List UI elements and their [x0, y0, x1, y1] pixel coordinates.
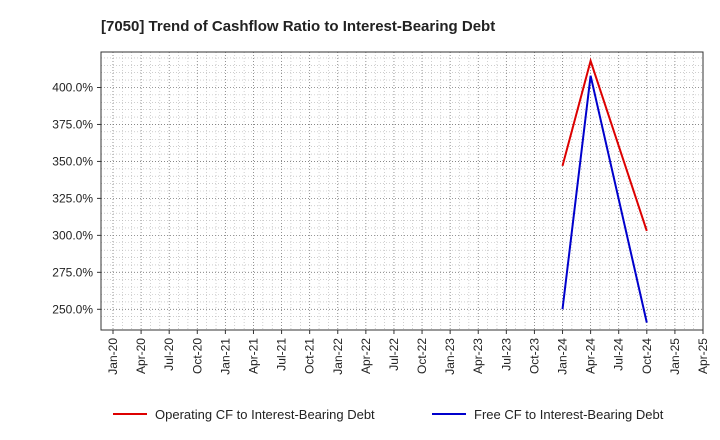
plot-frame — [100, 51, 704, 331]
x-tick-label: Jan-25 — [668, 338, 682, 375]
x-tick-label: Apr-24 — [584, 338, 598, 374]
legend-label-operating-cf: Operating CF to Interest-Bearing Debt — [155, 407, 375, 422]
x-tick-label: Jul-23 — [499, 338, 513, 371]
x-tick-label: Jul-24 — [612, 338, 626, 371]
x-tick-label: Oct-21 — [303, 338, 317, 374]
x-tick-label: Oct-24 — [640, 338, 654, 374]
y-tick-label: 400.0% — [52, 80, 93, 94]
x-tick-label: Jul-22 — [387, 338, 401, 371]
series-line-0 — [561, 57, 648, 232]
chart-title: [7050] Trend of Cashflow Ratio to Intere… — [101, 18, 495, 35]
x-tick-label: Jan-20 — [106, 338, 120, 375]
x-tick-label: Jan-24 — [556, 338, 570, 375]
grid — [101, 52, 704, 330]
legend-label-free-cf: Free CF to Interest-Bearing Debt — [474, 407, 664, 422]
x-tick-label: Oct-20 — [190, 338, 204, 374]
x-tick-label: Apr-20 — [134, 338, 148, 374]
x-tick-label: Jul-21 — [275, 338, 289, 371]
x-tick-label: Apr-25 — [696, 338, 710, 374]
x-tick-label: Apr-22 — [359, 338, 373, 374]
y-tick-label: 300.0% — [52, 228, 93, 242]
x-tick-label: Apr-21 — [246, 338, 260, 374]
x-tick-label: Jan-21 — [218, 338, 232, 375]
y-axis: 250.0% 275.0% 300.0% 325.0% 350.0% 375.0% 400.… — [52, 80, 101, 316]
y-tick-label: 275.0% — [52, 265, 93, 279]
series-line-1 — [561, 75, 648, 323]
y-tick-label: 350.0% — [52, 154, 93, 168]
x-tick-label: Jan-23 — [443, 338, 457, 375]
y-tick-label: 375.0% — [52, 117, 93, 131]
y-tick-label: 325.0% — [52, 191, 93, 205]
x-tick-label: Oct-22 — [415, 338, 429, 374]
y-tick-label: 250.0% — [52, 302, 93, 316]
legend: Operating CF to Interest-Bearing Debt Fr… — [113, 407, 664, 422]
x-tick-label: Jul-20 — [162, 338, 176, 371]
series — [561, 57, 648, 323]
x-tick-label: Apr-23 — [471, 338, 485, 374]
x-tick-label: Jan-22 — [331, 338, 345, 375]
x-tick-label: Oct-23 — [527, 338, 541, 374]
x-axis: Jan-20 Apr-20 Jul-20 Oct-20 Jan-21 Apr-21 Jul-… — [106, 330, 710, 375]
